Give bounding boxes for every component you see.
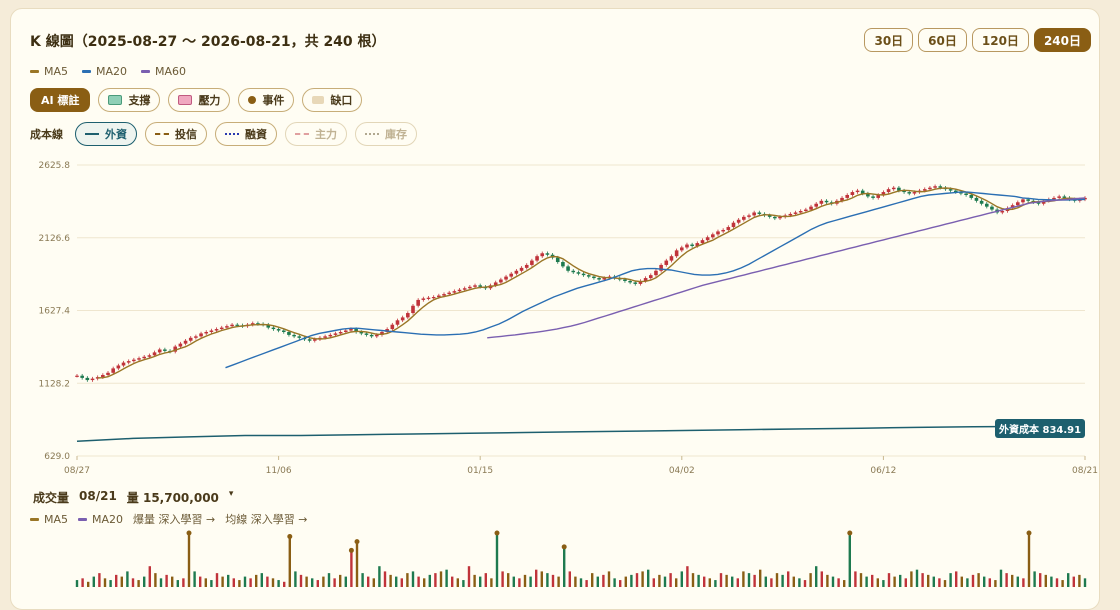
foreign-label: 外資 [105, 128, 127, 141]
ai-annotation-button[interactable]: AI 標註 [30, 88, 91, 112]
legend-ma60-label: MA60 [155, 65, 187, 78]
event-toggle[interactable]: 事件 [238, 88, 295, 112]
foreign-cost-tag: 外資成本 834.91 [995, 419, 1086, 438]
cost-line-toggles: 成本線 外資 投信 融資 主力 庫存 [30, 122, 417, 146]
period-60-button[interactable]: 60日 [918, 28, 967, 52]
vol-legend-ma5[interactable]: MA5 [30, 511, 68, 527]
volume-header: 成交量 08/21 量 15,700,000 ▾ [33, 489, 233, 506]
support-toggle[interactable]: 支撐 [98, 88, 161, 112]
inventory-cost-toggle[interactable]: 庫存 [355, 122, 417, 146]
ma5-swatch-icon [30, 70, 39, 73]
ma20-swatch-icon [78, 517, 88, 521]
main-cost-toggle[interactable]: 主力 [285, 122, 347, 146]
pressure-label: 壓力 [198, 94, 221, 107]
support-box-icon [108, 95, 123, 105]
legend-ma5[interactable]: MA5 [30, 65, 68, 78]
ma-legend: MA5 MA20 MA60 [30, 65, 186, 78]
pressure-box-icon [178, 95, 193, 105]
solid-line-icon [85, 133, 99, 135]
legend-ma20-label: MA20 [96, 65, 128, 78]
period-120-button[interactable]: 120日 [971, 28, 1029, 52]
burst-learn-link[interactable]: 爆量 深入學習 → [133, 513, 216, 526]
ma60-swatch-icon [141, 70, 151, 73]
trust-label: 投信 [175, 128, 197, 141]
margin-label: 融資 [245, 128, 267, 141]
legend-ma60[interactable]: MA60 [141, 65, 186, 78]
event-dot-icon [248, 96, 257, 104]
volume-date: 08/21 [79, 489, 117, 503]
ma5-swatch-icon [30, 517, 39, 521]
support-label: 支撐 [128, 94, 151, 107]
margin-cost-toggle[interactable]: 融資 [215, 122, 277, 146]
vol-legend-ma20[interactable]: MA20 [78, 511, 123, 527]
main-label: 主力 [315, 128, 337, 141]
volume-caret-icon[interactable]: ▾ [228, 489, 234, 499]
dashed-line-icon [155, 133, 169, 135]
vol-ma20-label: MA20 [92, 512, 124, 526]
inventory-label: 庫存 [385, 128, 407, 141]
period-240-button[interactable]: 240日 [1033, 28, 1091, 52]
gap-label: 缺口 [330, 94, 353, 107]
avg-learn-link[interactable]: 均線 深入學習 → [225, 513, 308, 526]
volume-title: 成交量 [33, 491, 70, 505]
trust-cost-toggle[interactable]: 投信 [145, 122, 207, 146]
gap-box-icon [312, 96, 325, 104]
cost-line-label: 成本線 [30, 128, 63, 141]
vol-ma5-label: MA5 [44, 512, 69, 526]
legend-ma5-label: MA5 [44, 65, 69, 78]
overlay-toggles: AI 標註 支撐 壓力 事件 缺口 [30, 88, 363, 112]
legend-ma20[interactable]: MA20 [82, 65, 127, 78]
gap-toggle[interactable]: 缺口 [302, 88, 363, 112]
ma20-swatch-icon [82, 70, 92, 73]
event-label: 事件 [262, 94, 285, 107]
volume-amount: 量 15,700,000 [126, 491, 219, 505]
pressure-toggle[interactable]: 壓力 [168, 88, 231, 112]
period-selector: 30日 60日 120日 240日 [864, 28, 1091, 52]
foreign-cost-toggle[interactable]: 外資 [75, 122, 137, 146]
dotted-line-icon [365, 133, 379, 135]
page-title: K 線圖（2025-08-27 〜 2026-08-21，共 240 根） [30, 34, 386, 50]
period-30-button[interactable]: 30日 [864, 28, 914, 52]
volume-legend: MA5 MA20 爆量 深入學習 → 均線 深入學習 → [30, 511, 307, 527]
dotted-line-icon [225, 133, 239, 135]
dashed-line-icon [295, 133, 309, 135]
